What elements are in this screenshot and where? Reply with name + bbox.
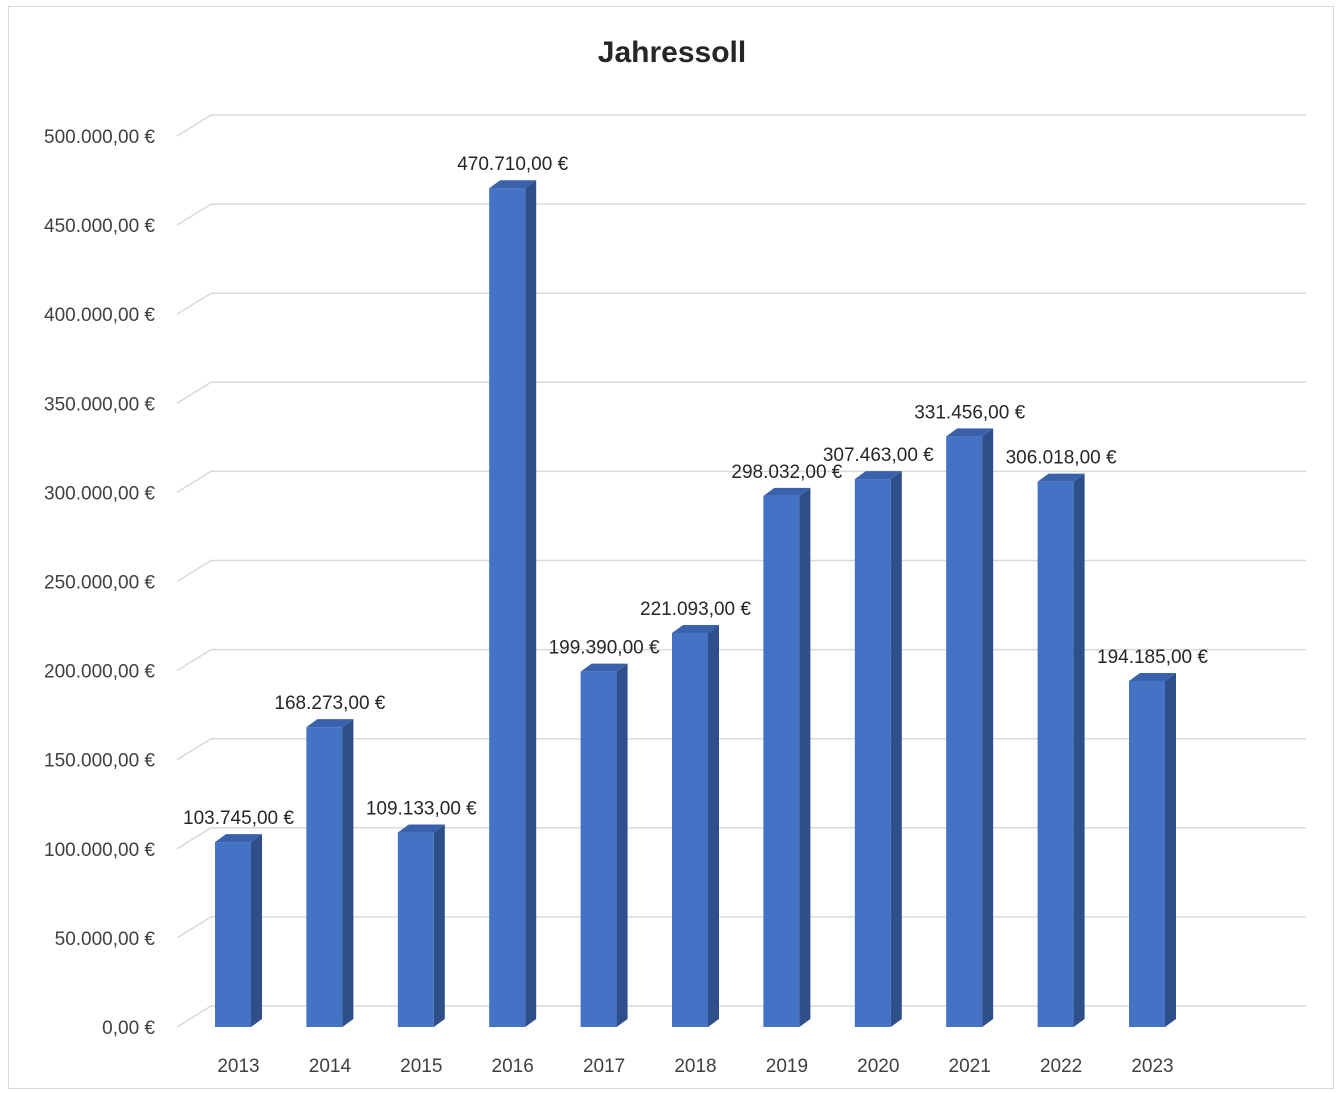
bar-side [433,824,445,1027]
gridline [176,827,1306,850]
y-tick-label: 500.000,00 € [44,127,155,148]
y-tick-label: 450.000,00 € [44,216,155,237]
x-tick-label: 2018 [674,1056,716,1077]
bar-top [1037,473,1085,482]
data-label: 306.018,00 € [1006,448,1117,469]
bar-side [1073,473,1085,1028]
bar-top [854,471,902,480]
gridline [176,916,1306,939]
gridline [176,292,1306,315]
data-label: 331.456,00 € [914,402,1025,423]
data-label: 199.390,00 € [549,638,660,659]
x-tick-label: 2022 [1040,1056,1082,1077]
x-tick-label: 2023 [1131,1056,1173,1077]
bar-front [946,436,983,1027]
bar-top [397,824,445,833]
bar-front [672,633,708,1027]
bar-side [799,487,811,1027]
y-tick-label: 300.000,00 € [44,483,155,504]
x-tick-label: 2017 [583,1056,625,1077]
bar [1129,672,1176,1027]
bar-side [525,180,537,1028]
y-tick-label: 400.000,00 € [44,305,155,326]
data-label: 470.710,00 € [457,154,568,175]
bar-side [251,834,262,1027]
bar [306,719,354,1027]
gridline [176,381,1306,404]
bar-front [580,671,617,1027]
bar [580,663,628,1027]
bar-front [306,727,343,1027]
x-tick-label: 2015 [400,1056,442,1077]
data-labels: 103.745,00 € 168.273,00 € 109.133,00 € 470.… [183,154,1208,829]
bar-top [580,663,628,672]
bar [215,834,262,1027]
bar [854,471,902,1027]
bar [1037,473,1085,1028]
bar-top [489,180,537,189]
data-label: 103.745,00 € [183,808,294,829]
x-tick-label: 2020 [857,1056,899,1077]
bar-top [946,428,994,437]
bar-front [397,832,434,1027]
bar [763,487,811,1027]
chart-title: Jahressoll [597,36,747,69]
bar-front [854,479,891,1027]
y-tick-label: 350.000,00 € [44,394,155,415]
data-label: 168.273,00 € [274,693,385,714]
data-label: 221.093,00 € [640,599,751,620]
x-tick-label: 2019 [766,1056,808,1077]
y-tick-label: 150.000,00 € [44,751,155,772]
y-axis-tick-labels: 0,00 € 50.000,00 € 100.000,00 € 150.000,00 … [44,127,155,1039]
bar-side [342,719,354,1027]
bar-side [1165,672,1176,1027]
gridline [176,737,1306,761]
gridlines [176,114,1306,1028]
bar-side [982,428,994,1027]
bar [672,625,719,1027]
bar-side [616,663,628,1027]
bar-front [763,495,800,1027]
bar-side [890,471,902,1027]
bar-top [1129,672,1176,681]
data-label: 194.185,00 € [1097,647,1208,668]
bar-top [215,834,262,843]
x-tick-label: 2014 [309,1056,352,1077]
gridline [176,470,1306,494]
gridline [176,114,1306,137]
bar-top [306,719,354,728]
data-label: 298.032,00 € [731,462,842,483]
gridline [176,203,1306,226]
bar-front [1037,481,1074,1028]
bar-front [1129,680,1165,1027]
bar-top [763,487,811,496]
gridline [176,559,1306,583]
bar [489,180,537,1028]
x-tick-label: 2021 [949,1056,991,1077]
data-label: 307.463,00 € [823,445,934,466]
bar [397,824,445,1027]
bar [946,428,994,1027]
y-tick-label: 50.000,00 € [55,929,156,950]
gridline [176,1005,1306,1028]
bar-front [489,188,526,1028]
x-tick-label: 2016 [492,1056,534,1077]
x-tick-label: 2013 [217,1056,259,1077]
bar-top [672,625,719,634]
y-tick-label: 250.000,00 € [44,573,155,594]
bar-front [215,842,251,1027]
y-tick-label: 0,00 € [102,1018,155,1039]
data-label: 109.133,00 € [366,799,477,820]
bar-side [708,625,719,1027]
y-tick-label: 100.000,00 € [44,840,155,861]
gridline [176,648,1306,672]
x-axis-tick-labels: 2013 2014 2015 2016 2017 2018 2019 2020 2021 2022… [217,1056,1173,1077]
bars [215,180,1176,1028]
y-tick-label: 200.000,00 € [44,662,155,683]
